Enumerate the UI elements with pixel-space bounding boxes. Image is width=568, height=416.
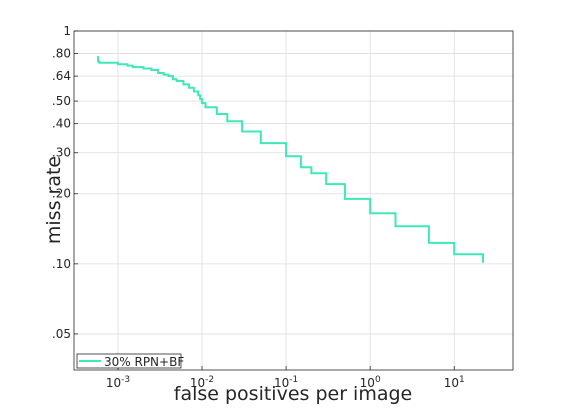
x-axis-ticks: 10-3 10-2 10-1 100 101: [106, 366, 465, 390]
x-tick-exponent: 1: [459, 375, 465, 385]
x-tick-exponent: -3: [121, 375, 130, 385]
x-tick-base: 10: [444, 376, 459, 390]
series-layer: [97, 56, 484, 263]
x-tick-exponent: -2: [205, 375, 214, 385]
x-tick-base: 10: [190, 376, 205, 390]
y-axis-ticks: 1 .80 .64 .50 .40 .30 .20 .10 .05: [52, 24, 78, 341]
y-tick-label: .80: [52, 47, 71, 61]
x-axis-label: false positives per image: [174, 383, 412, 405]
y-tick-label: .64: [52, 69, 71, 83]
x-tick-base: 10: [360, 376, 375, 390]
y-tick-label: .50: [52, 94, 71, 108]
x-tick-base: 10: [106, 376, 121, 390]
y-tick-label: .20: [52, 187, 71, 201]
y-tick-label: .40: [52, 117, 71, 131]
series-line: [97, 56, 484, 263]
axes-box: [73, 30, 514, 371]
legend-label: 30% RPN+BF: [104, 355, 184, 369]
y-tick-label: 1: [63, 24, 71, 38]
y-tick-label: .10: [52, 257, 71, 271]
x-tick-exponent: 0: [375, 375, 381, 385]
x-tick-label: 10-2: [190, 375, 214, 390]
y-tick-label: .05: [52, 327, 71, 341]
plot-area: [74, 31, 513, 370]
x-tick-label: 100: [360, 375, 381, 390]
legend: 30% RPN+BF: [76, 353, 184, 369]
legend-box: [76, 353, 182, 369]
x-tick-label: 101: [444, 375, 465, 390]
x-tick-exponent: -1: [289, 375, 298, 385]
y-tick-label: .30: [52, 146, 71, 160]
x-tick-base: 10: [274, 376, 289, 390]
y-axis-label: miss rate: [43, 156, 65, 244]
x-tick-label: 10-1: [274, 375, 298, 390]
x-tick-label: 10-3: [106, 375, 130, 390]
